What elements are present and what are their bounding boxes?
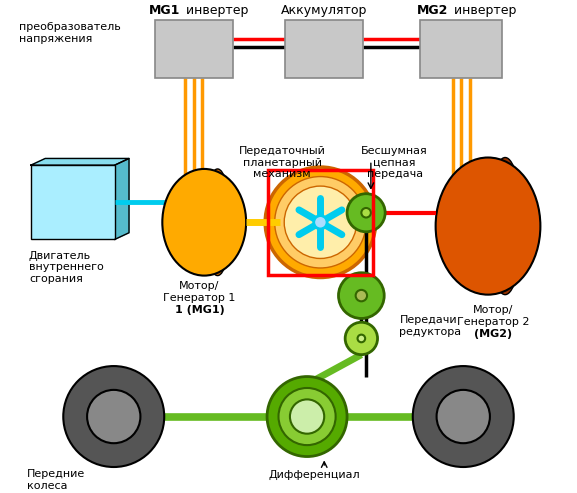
Text: преобразователь
напряжения: преобразователь напряжения xyxy=(18,22,120,44)
Ellipse shape xyxy=(358,335,365,342)
Circle shape xyxy=(339,273,384,318)
Circle shape xyxy=(361,208,371,217)
Text: инвертер: инвертер xyxy=(182,3,249,17)
Polygon shape xyxy=(31,158,129,165)
Ellipse shape xyxy=(162,169,246,276)
Circle shape xyxy=(279,388,336,445)
Ellipse shape xyxy=(204,169,231,276)
Bar xyxy=(31,165,115,240)
Ellipse shape xyxy=(355,290,367,301)
Text: Передачи
редуктора: Передачи редуктора xyxy=(399,315,462,337)
Text: Аккумулятор: Аккумулятор xyxy=(281,3,368,17)
Circle shape xyxy=(63,366,164,467)
Circle shape xyxy=(347,194,385,232)
Text: MG2: MG2 xyxy=(417,3,448,17)
Polygon shape xyxy=(115,158,129,240)
Circle shape xyxy=(314,215,327,229)
Text: Мотор/
Генератор 1: Мотор/ Генератор 1 xyxy=(163,282,235,303)
Bar xyxy=(155,20,233,77)
Circle shape xyxy=(345,322,377,354)
Text: (MG2): (MG2) xyxy=(474,329,512,339)
Circle shape xyxy=(290,399,324,434)
Ellipse shape xyxy=(488,158,522,295)
Circle shape xyxy=(87,390,140,443)
Text: Мотор/
Генератор 2: Мотор/ Генератор 2 xyxy=(456,305,529,327)
Bar xyxy=(421,20,503,77)
Circle shape xyxy=(284,186,357,258)
Circle shape xyxy=(437,390,490,443)
Text: Дифференциал: Дифференциал xyxy=(269,470,361,480)
Bar xyxy=(268,170,373,275)
Text: 1 (MG1): 1 (MG1) xyxy=(175,305,224,315)
Ellipse shape xyxy=(436,158,541,295)
Text: Бесшумная
цепная
передача: Бесшумная цепная передача xyxy=(361,146,428,179)
Circle shape xyxy=(267,377,347,457)
Text: Передние
колеса: Передние колеса xyxy=(27,469,85,491)
Text: MG1: MG1 xyxy=(149,3,181,17)
Text: Передаточный
планетарный
механизм: Передаточный планетарный механизм xyxy=(239,146,326,179)
Text: Двигатель
внутреннего
сгорания: Двигатель внутреннего сгорания xyxy=(29,251,104,284)
Circle shape xyxy=(275,176,366,268)
Text: инвертер: инвертер xyxy=(450,3,516,17)
Bar xyxy=(285,20,364,77)
Circle shape xyxy=(265,167,376,278)
Circle shape xyxy=(413,366,514,467)
